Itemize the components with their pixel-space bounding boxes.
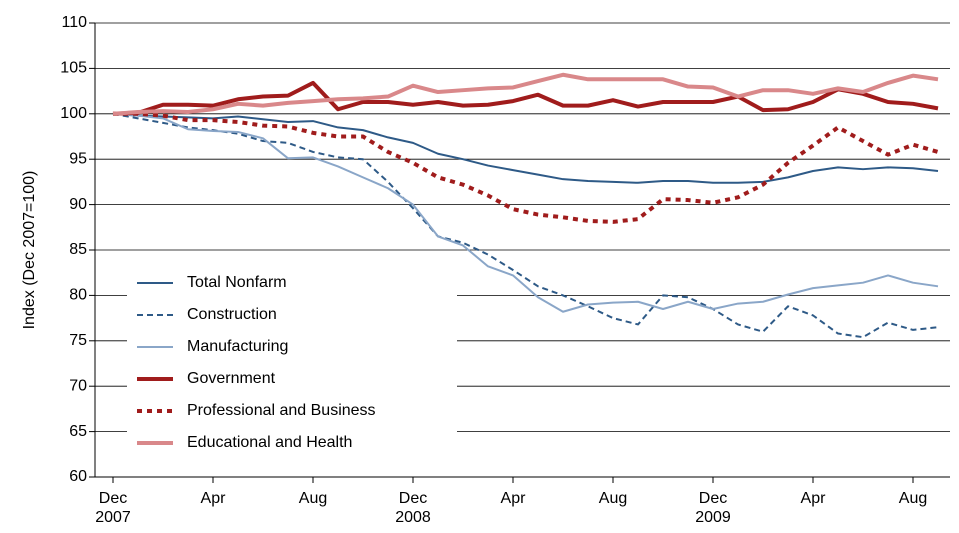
- legend-label: Total Nonfarm: [187, 274, 287, 291]
- y-tick-label: 110: [61, 14, 87, 31]
- x-tick-label: Apr: [200, 490, 226, 507]
- y-axis-label: Index (Dec 2007=100): [21, 171, 38, 330]
- y-tick-label: 105: [60, 60, 87, 77]
- y-tick-label: 70: [69, 377, 87, 394]
- series-line: [112, 80, 939, 116]
- x-tick-label: Dec 2007: [95, 490, 131, 526]
- y-tick-label: 95: [69, 150, 87, 167]
- x-tick-label: Aug: [898, 490, 928, 507]
- legend-label: Government: [187, 370, 276, 387]
- y-tick-label: 80: [69, 287, 87, 304]
- y-tick-label: 90: [69, 196, 87, 213]
- legend-box: [127, 260, 457, 456]
- legend-label: Construction: [187, 306, 277, 323]
- series-line: [112, 72, 939, 116]
- legend-label: Manufacturing: [187, 338, 288, 355]
- x-tick-label: Aug: [598, 490, 628, 507]
- x-tick-label: Apr: [500, 490, 526, 507]
- y-tick-label: 65: [69, 423, 87, 440]
- y-tick-label: 85: [69, 241, 87, 258]
- y-tick-label: 75: [69, 332, 87, 349]
- x-tick-label: Aug: [298, 490, 328, 507]
- series-line: [112, 112, 939, 339]
- legend-label: Professional and Business: [187, 402, 376, 419]
- x-tick-label: Apr: [800, 490, 826, 507]
- series-line: [112, 112, 939, 313]
- legend-label: Educational and Health: [187, 434, 352, 451]
- x-tick-label: Dec 2008: [395, 490, 431, 526]
- y-tick-label: 100: [60, 105, 87, 122]
- x-tick-label: Dec 2009: [695, 490, 731, 526]
- y-tick-label: 60: [69, 468, 87, 485]
- series-line: [113, 111, 939, 224]
- series-line: [112, 112, 939, 184]
